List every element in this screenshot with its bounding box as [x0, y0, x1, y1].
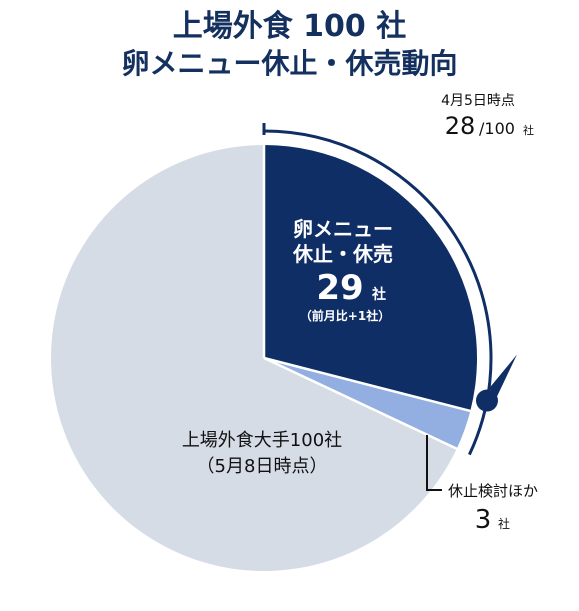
chart-title-line1: 上場外食 100 社 — [172, 9, 407, 44]
slice-value-small: 3 — [475, 505, 492, 535]
previous-total: /100 — [479, 119, 515, 138]
slice-label-large-line1: 上場外食大手100社 — [182, 430, 342, 451]
slice-label-main-line2: 休止・休売 — [292, 242, 393, 266]
previous-date-label: 4月5日時点 — [441, 93, 515, 109]
slice-label-large-line2: （5月8日時点） — [197, 456, 328, 477]
slice-label-main-line1: 卵メニュー — [293, 217, 393, 241]
slice-separator — [263, 356, 472, 413]
previous-value: 28 — [445, 112, 476, 140]
chart-title: 上場外食 100 社 卵メニュー休止・休売動向 — [0, 8, 579, 82]
previous-value-marker — [475, 389, 498, 412]
slice-unit-main: 社 — [371, 286, 386, 303]
slice-egg-menu-suspended — [264, 145, 477, 411]
chart-title-line2: 卵メニュー休止・休売動向 — [121, 47, 458, 80]
slice-separator — [263, 356, 459, 451]
slice-others — [51, 145, 457, 571]
small-slice-leader-line — [426, 435, 442, 491]
slice-under-review — [264, 358, 471, 449]
slice-value-main: 29 — [316, 268, 363, 308]
slice-unit-small: 社 — [498, 516, 510, 531]
slice-note-main: （前月比+1社） — [300, 308, 390, 323]
previous-unit: 社 — [523, 123, 534, 137]
slice-label-small: 休止検討ほか — [448, 482, 538, 500]
previous-value-pointer — [488, 354, 517, 397]
